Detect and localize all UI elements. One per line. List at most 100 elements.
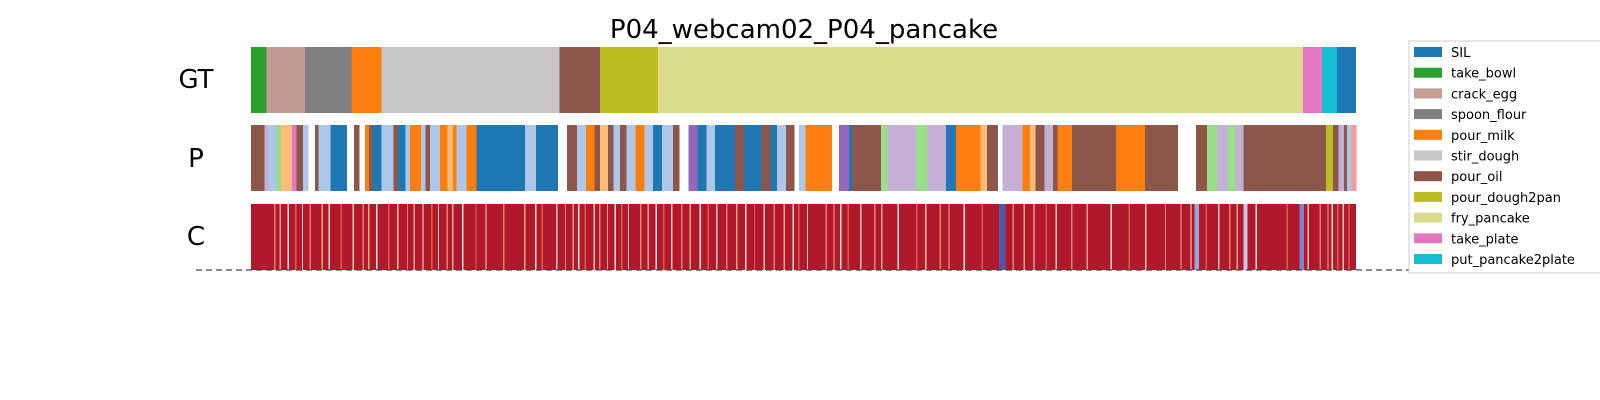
- pred-segment: [776, 125, 787, 191]
- confidence-base: [251, 204, 1356, 270]
- pred-segment: [613, 125, 621, 191]
- confidence-dip: [321, 204, 324, 270]
- confidence-dip: [1327, 204, 1329, 270]
- confidence-dip: [555, 204, 558, 270]
- confidence-dip: [680, 204, 683, 270]
- pred-segment: [770, 125, 778, 191]
- pred-segment: [585, 125, 595, 191]
- confidence-dip: [839, 204, 842, 270]
- confidence-bar: [251, 204, 1356, 270]
- confidence-dip: [1023, 204, 1025, 270]
- pred-segment: [1116, 125, 1146, 191]
- gt-segment-take_plate: [1302, 47, 1322, 113]
- pred-segment: [1343, 125, 1348, 191]
- gt-segment-spoon_flour: [305, 47, 352, 113]
- legend-label-pour_milk: pour_milk: [1451, 129, 1515, 144]
- gt-segment-stir_dough: [381, 47, 560, 113]
- confidence-dip: [1236, 204, 1239, 270]
- confidence-dip: [699, 204, 702, 270]
- confidence-dip: [1128, 204, 1130, 270]
- confidence-dip: [825, 204, 827, 270]
- confidence-dip: [606, 204, 609, 270]
- confidence-dip: [1144, 204, 1147, 270]
- pred-segment: [955, 125, 981, 191]
- pred-segment: [1326, 125, 1334, 191]
- gt-segment-pour_oil: [559, 47, 601, 113]
- confidence-dip: [368, 204, 370, 270]
- pred-segment: [1227, 125, 1236, 191]
- confidence-dip: [627, 204, 630, 270]
- legend-swatch-fry_pancake: [1414, 212, 1442, 223]
- confidence-dip: [621, 204, 623, 270]
- legend-label-stir_dough: stir_dough: [1451, 150, 1519, 165]
- pred-segment: [251, 125, 265, 191]
- pred-segment: [927, 125, 947, 191]
- pred-segment: [525, 125, 537, 191]
- pred-segment: [805, 125, 833, 191]
- confidence-dip: [639, 204, 642, 270]
- pred-segment: [410, 125, 422, 191]
- confidence-dip: [1342, 204, 1345, 270]
- pred-segment: [1216, 125, 1229, 191]
- legend-label-pour_oil: pour_oil: [1451, 170, 1502, 185]
- confidence-dip: [523, 204, 526, 270]
- confidence-dip: [309, 204, 311, 270]
- pred-segment: [1144, 125, 1179, 191]
- chart-title: P04_webcam02_P04_pancake: [610, 15, 998, 45]
- pred-segment: [880, 125, 888, 191]
- pred-segment: [662, 125, 674, 191]
- confidence-low-band: [1194, 204, 1200, 270]
- confidence-dip: [716, 204, 718, 270]
- pred-segment: [946, 125, 957, 191]
- confidence-dip: [797, 204, 800, 270]
- pred-segment: [466, 125, 477, 191]
- pred-segment: [291, 125, 297, 191]
- confidence-dip: [431, 204, 433, 270]
- confidence-low-band: [1243, 204, 1248, 270]
- pred-segment: [997, 125, 1003, 191]
- pred-segment: [799, 125, 807, 191]
- pred-segment: [353, 125, 360, 191]
- confidence-dip: [1205, 204, 1208, 270]
- pred-segment: [268, 125, 277, 191]
- confidence-dip: [939, 204, 941, 270]
- pred-segment: [453, 125, 457, 191]
- pred-segment: [706, 125, 716, 191]
- pred-segment: [980, 125, 988, 191]
- confidence-dip: [948, 204, 950, 270]
- confidence-dip: [564, 204, 567, 270]
- pred-segment: [430, 125, 441, 191]
- pred-segment: [1044, 125, 1054, 191]
- confidence-dip: [1337, 204, 1339, 270]
- pred-segment: [397, 125, 407, 191]
- confidence-dip: [736, 204, 738, 270]
- pred-segment: [626, 125, 636, 191]
- pred-segment: [302, 125, 309, 191]
- pred-segment: [673, 125, 681, 191]
- pred-segment: [330, 125, 348, 191]
- pred-segment: [743, 125, 762, 191]
- legend: SIL take_bowl crack_egg spoon_flour pour_mil…: [1408, 40, 1600, 274]
- confidence-dip: [744, 204, 747, 270]
- pred-segment: [644, 125, 654, 191]
- confidence-dip: [1217, 204, 1220, 270]
- pred-segment: [347, 125, 355, 191]
- confidence-dip: [689, 204, 692, 270]
- confidence-dip: [422, 204, 424, 270]
- pred-segment: [887, 125, 917, 191]
- pred-segment: [697, 125, 707, 191]
- pred-segment: [421, 125, 426, 191]
- pred-segment: [276, 125, 282, 191]
- gt-segment-pour_dough2pan: [600, 47, 659, 113]
- confidence-dip: [301, 204, 304, 270]
- gt-segment-bar: [251, 47, 1356, 113]
- confidence-dip: [328, 204, 330, 270]
- pred-segment: [1195, 125, 1208, 191]
- pred-segment: [425, 125, 431, 191]
- confidence-dip: [1033, 204, 1035, 270]
- confidence-dip: [663, 204, 665, 270]
- confidence-dip: [1164, 204, 1167, 270]
- pred-segment: [1057, 125, 1073, 191]
- confidence-dip: [362, 204, 365, 270]
- confidence-dip: [897, 204, 899, 270]
